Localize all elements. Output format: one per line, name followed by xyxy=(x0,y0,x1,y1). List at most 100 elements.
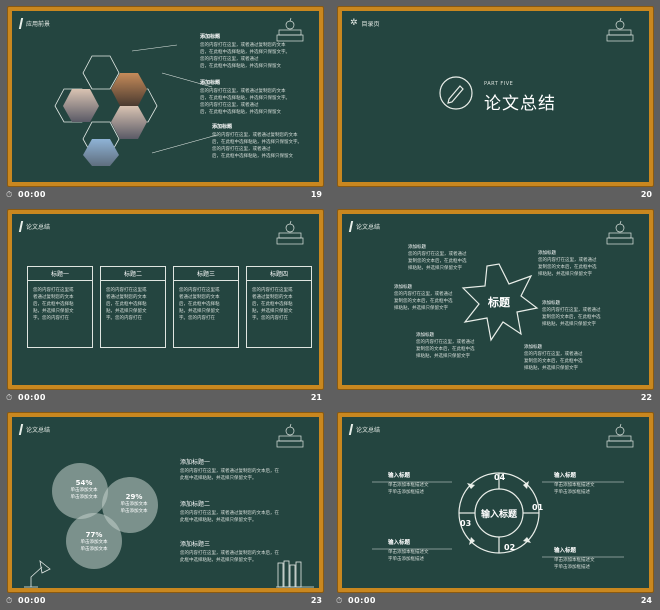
slide-footer: ⏱ 00:00 19 xyxy=(0,188,330,202)
slide-number: 20 xyxy=(640,190,652,199)
slide-number: 24 xyxy=(640,596,652,605)
column-card: 标题三 您的内容打在这里或 者通过复制您的文本 后，在此框中选择粘 贴，并选择只保留文… xyxy=(173,266,239,348)
street-photo xyxy=(111,106,147,139)
books-apple-icon xyxy=(606,220,634,245)
star-label-6: 添加标题 您的内容打在这里，或者通过 复制您的文本后，在此框中选 择粘贴，并选择只保… xyxy=(524,345,583,371)
part-label: PART FIVE xyxy=(484,81,514,87)
hexagon-photo-cluster xyxy=(54,55,158,166)
timer-label: 00:00 xyxy=(18,190,46,199)
slide-header-label: 论文总结 xyxy=(356,427,381,434)
column-title: 标题一 xyxy=(28,267,92,281)
cycle-label-2: 输入标题 单击添加本框描述文 字单击添加框描述 xyxy=(554,473,595,495)
slide-footer: ⏱ 00:00 21 xyxy=(0,391,330,405)
books-apple-icon xyxy=(276,220,304,245)
text-block-3: 添加标题 您的内容打在这里，或者通过复制您的文本 后，在此框中选择粘贴，并选择只… xyxy=(212,124,302,159)
chalk-slash-icon xyxy=(348,221,354,232)
desk-lamp-icon xyxy=(24,560,51,588)
cycle-label-4: 输入标题 单击添加本框描述文 字单击添加框描述 xyxy=(554,548,595,570)
clock-icon: ⏱ xyxy=(336,596,343,605)
slide-header-label: 论文总结 xyxy=(26,427,51,434)
chalkboard-frame: 应用前景 xyxy=(7,6,324,187)
books-apple-icon xyxy=(606,423,634,448)
star-label-3: 添加标题 您的内容打在这里，或者通过 复制您的文本后，在此框中选 择粘贴，并选择只保… xyxy=(394,285,453,311)
chalkboard-frame: 论文总结 标题一 您的内容打在这里或 者通过复制您的文本 后，在此框中选择粘 贴，并选… xyxy=(7,209,324,390)
slide-footer: 22 xyxy=(330,391,660,405)
cycle-connector-lines xyxy=(372,481,624,558)
books-apple-icon xyxy=(606,17,634,42)
eight-point-star-icon xyxy=(461,263,539,342)
slide-header-label: 应用前景 xyxy=(26,21,51,28)
slide-thumbnail-20[interactable]: ✲ 目录页 PART FIVE 论文总结 20 xyxy=(330,0,660,203)
chalk-slash-icon xyxy=(18,18,24,29)
column-cards: 标题一 您的内容打在这里或 者通过复制您的文本 后，在此框中选择粘 贴，并选择只保留文… xyxy=(27,266,312,348)
skyline-photo xyxy=(83,139,119,166)
star-diagram xyxy=(461,263,539,342)
column-title: 标题二 xyxy=(101,267,165,281)
slide-footer: 20 xyxy=(330,188,660,202)
timer-label: 00:00 xyxy=(348,596,376,605)
column-card: 标题四 您的内容打在这里或 者通过复制您的文本 后，在此框中选择粘 贴，并选择只保留文… xyxy=(246,266,312,348)
cycle-label-3: 输入标题 单击添加本框描述文 字单击添加框描述 xyxy=(388,540,429,562)
chalkboard: 论文总结 xyxy=(342,417,649,588)
slide-number: 22 xyxy=(640,393,652,402)
books-apple-icon xyxy=(276,423,304,448)
chalkboard: 论文总结 54% 单击添加文本 单击添加文本 xyxy=(12,417,319,588)
column-title: 标题四 xyxy=(247,267,311,281)
section-title: 论文总结 xyxy=(484,94,556,114)
venn-circle-3: 77% 单击添加文本 单击添加文本 xyxy=(80,531,108,552)
cycle-center-title: 输入标题 xyxy=(480,510,517,520)
chalkboard-frame: 论文总结 xyxy=(337,412,654,593)
chalkboard: 应用前景 xyxy=(12,11,319,182)
step-03: 03 xyxy=(460,519,472,528)
venn-circle-2: 29% 单击添加文本 单击添加文本 xyxy=(120,493,148,514)
chalk-slash-icon xyxy=(18,424,24,435)
chalkboard: 论文总结 标题 添加标题 您的内容打在这里，或者通过 复制您的文本后，在此框中选择… xyxy=(342,214,649,385)
slide-footer: ⏱ 00:00 24 xyxy=(330,594,660,608)
star-label-5: 添加标题 您的内容打在这里，或者通过 复制您的文本后，在此框中选 择粘贴，并选择只保… xyxy=(416,333,475,359)
slide-header: 应用前景 xyxy=(18,18,51,29)
timer-label: 00:00 xyxy=(18,596,46,605)
step-04: 04 xyxy=(494,473,506,482)
slide-header: ✲ 目录页 xyxy=(350,18,380,28)
slide-thumbnail-22[interactable]: 论文总结 标题 添加标题 您的内容打在这里，或者通过 复制您的文本后，在此框中选择… xyxy=(330,203,660,406)
column-card: 标题二 您的内容打在这里或 者通过复制您的文本 后，在此框中选择粘 贴，并选择只保留文… xyxy=(100,266,166,348)
books-icon xyxy=(276,560,314,588)
slide-number: 19 xyxy=(310,190,322,199)
venn-circle-1: 54% 单击添加文本 单击添加文本 xyxy=(70,479,98,500)
slide-thumbnail-24[interactable]: 论文总结 xyxy=(330,406,660,609)
books-apple-icon xyxy=(276,17,304,42)
slide-thumbnail-19[interactable]: 应用前景 xyxy=(0,0,330,203)
star-label-4: 添加标题 您的内容打在这里，或者通过 复制您的文本后，在此框中选 择粘贴，并选择只保… xyxy=(542,301,601,327)
chalkboard-frame: ✲ 目录页 PART FIVE 论文总结 xyxy=(337,6,654,187)
slide-header: 论文总结 xyxy=(18,221,51,232)
slide-thumbnail-23[interactable]: 论文总结 54% 单击添加文本 单击添加文本 xyxy=(0,406,330,609)
star-label-2: 添加标题 您的内容打在这里，或者通过 复制您的文本后，在此框中选 择粘贴，并选择只保… xyxy=(538,251,597,277)
gear-icon: ✲ xyxy=(350,18,358,28)
bridge-photo xyxy=(111,73,147,106)
chalk-slash-icon xyxy=(18,221,24,232)
list-item-2: 添加标题二 您的内容打在这里，或者通过复制您的文本后，在 此框中选择粘贴，并选择只… xyxy=(180,501,279,523)
slide-header: 论文总结 xyxy=(348,424,381,435)
clock-icon: ⏱ xyxy=(6,190,13,199)
chalkboard: 论文总结 标题一 您的内容打在这里或 者通过复制您的文本 后，在此框中选择粘 贴，并选… xyxy=(12,214,319,385)
star-label-1: 添加标题 您的内容打在这里，或者通过 复制您的文本后，在此框中选 择粘贴，并选择只保… xyxy=(408,245,467,271)
slide-header-label: 论文总结 xyxy=(356,224,381,231)
chalkboard-frame: 论文总结 标题 添加标题 您的内容打在这里，或者通过 复制您的文本后，在此框中选择… xyxy=(337,209,654,390)
list-item-3: 添加标题三 您的内容打在这里，或者通过复制您的文本后，在 此框中选择粘贴，并选择只… xyxy=(180,541,279,563)
venn-circles xyxy=(52,463,158,569)
text-block-1: 添加标题 您的内容打在这里，或者通过复制您的文本 后，在此框中选择粘贴，并选择只… xyxy=(200,34,290,69)
slide-header-label: 论文总结 xyxy=(26,224,51,231)
slide-header-label: 目录页 xyxy=(361,20,380,28)
slide-thumbnail-21[interactable]: 论文总结 标题一 您的内容打在这里或 者通过复制您的文本 后，在此框中选择粘 贴，并选… xyxy=(0,203,330,406)
connector-lines xyxy=(132,44,218,154)
chalkboard: ✲ 目录页 PART FIVE 论文总结 xyxy=(342,11,649,182)
slide-number: 23 xyxy=(310,596,322,605)
timer-label: 00:00 xyxy=(18,393,46,402)
column-title: 标题三 xyxy=(174,267,238,281)
star-center-title: 标题 xyxy=(488,296,510,309)
pencil-circle-icon xyxy=(439,76,473,110)
slide-header: 论文总结 xyxy=(348,221,381,232)
column-card: 标题一 您的内容打在这里或 者通过复制您的文本 后，在此框中选择粘 贴，并选择只保留文… xyxy=(27,266,93,348)
chalkboard-frame: 论文总结 54% 单击添加文本 单击添加文本 xyxy=(7,412,324,593)
